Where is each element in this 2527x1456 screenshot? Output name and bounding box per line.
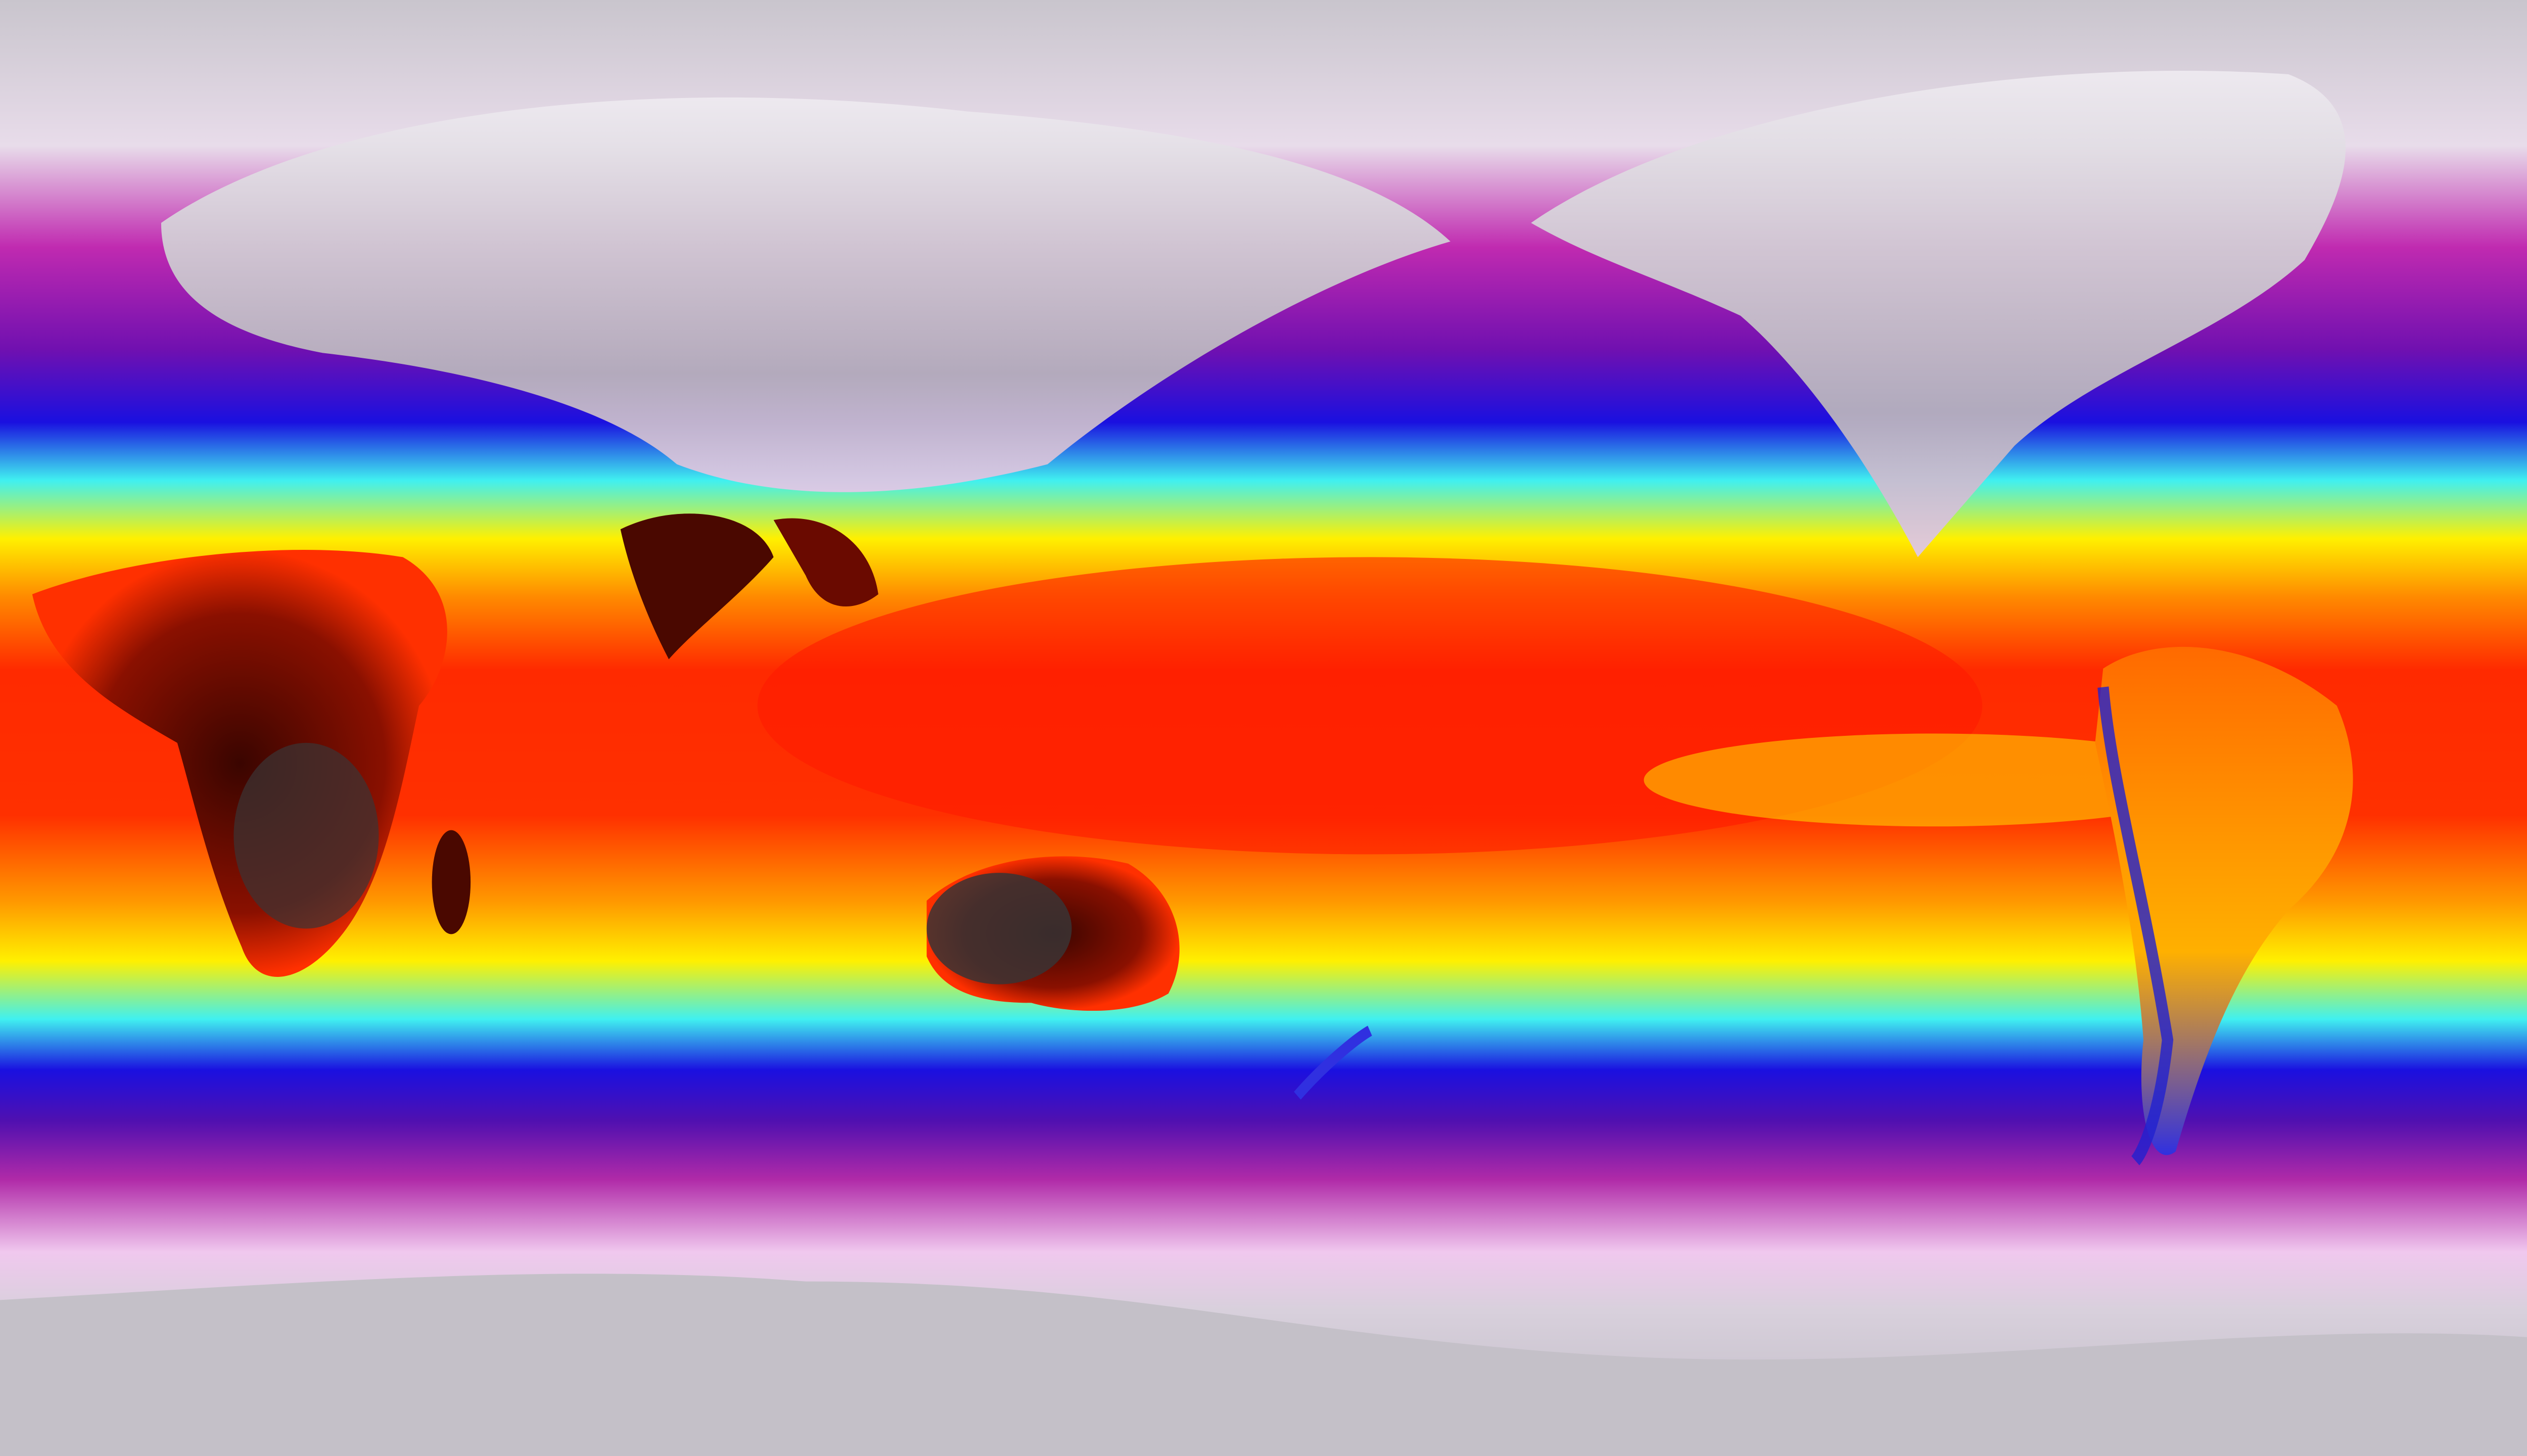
- andes: [2097, 686, 2174, 1165]
- australia-desert: [926, 873, 1072, 984]
- south-america: [2095, 646, 2353, 1155]
- new-zealand: [1294, 1025, 1372, 1100]
- india: [620, 513, 774, 660]
- eurasia: [161, 97, 1450, 492]
- sahara-dark: [233, 742, 379, 929]
- madagascar: [432, 830, 471, 934]
- antarctica: [0, 1274, 2527, 1456]
- cold-tongue: [1644, 733, 2224, 827]
- north-america: [1531, 71, 2346, 557]
- southeast-asia: [773, 518, 878, 607]
